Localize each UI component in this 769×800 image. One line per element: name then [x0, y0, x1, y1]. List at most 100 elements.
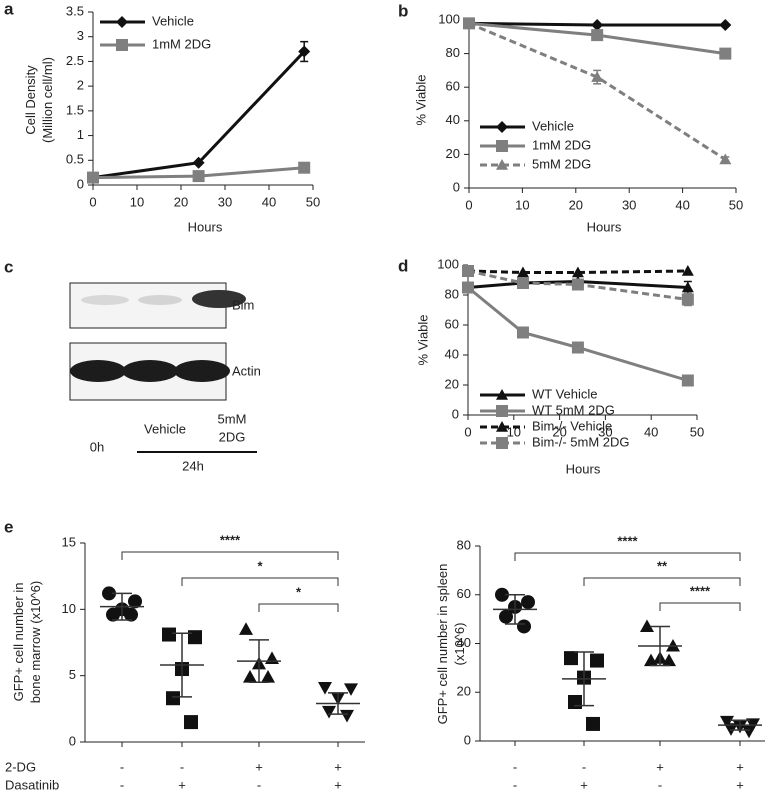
condition-sign: + [255, 759, 263, 774]
condition-sign: - [257, 777, 261, 792]
x-tick-label: 50 [690, 424, 704, 439]
marker [591, 29, 604, 42]
marker [166, 691, 180, 706]
marker [640, 619, 654, 633]
y-tick-label: 1.5 [66, 102, 84, 117]
band [81, 295, 129, 305]
condition-sign: - [513, 759, 517, 774]
marker [516, 326, 529, 339]
blot-box [69, 282, 227, 329]
x-tick-label: 20 [174, 194, 188, 209]
band [122, 360, 178, 382]
condition-sign: + [334, 759, 342, 774]
x-tick-label: 50 [729, 197, 743, 212]
significance-label: * [257, 558, 263, 573]
y-tick-label: 2 [77, 78, 84, 93]
condition-sign: + [736, 777, 744, 792]
marker [340, 709, 354, 723]
y-tick-label: 80 [446, 45, 460, 60]
y-axis-label: % Viable [413, 74, 428, 125]
legend-label: WT 5mM 2DG [532, 402, 615, 417]
x-axis-label: Hours [566, 461, 601, 476]
marker [261, 669, 275, 683]
legend-label: 1mM 2DG [152, 36, 211, 51]
y-tick-label: 3 [77, 28, 84, 43]
marker [344, 683, 358, 696]
marker [102, 586, 116, 601]
x-tick-label: 0 [89, 194, 96, 209]
significance-bracket [583, 577, 741, 586]
condition-sign: + [736, 759, 744, 774]
marker [719, 153, 732, 165]
y-tick-label: 20 [457, 684, 471, 699]
marker [188, 630, 202, 645]
marker [496, 437, 508, 449]
marker [571, 341, 584, 354]
marker [106, 607, 120, 622]
x-tick-label: 10 [130, 194, 144, 209]
lane-label: 2DG [219, 429, 246, 444]
marker [516, 266, 529, 278]
x-tick-label: 20 [552, 424, 566, 439]
x-tick-label: 50 [306, 194, 320, 209]
marker [586, 716, 600, 731]
legend-label: WT Vehicle [532, 386, 598, 401]
x-tick-label: 30 [218, 194, 232, 209]
significance-bracket [659, 602, 741, 611]
marker [681, 293, 694, 306]
marker [571, 278, 584, 291]
x-tick-label: 0 [464, 424, 471, 439]
legend-label: Vehicle [152, 13, 194, 28]
y-axis-label: Cell Density [23, 65, 38, 135]
marker [298, 161, 311, 174]
sd-bar [249, 639, 269, 684]
y-tick-label: 40 [457, 635, 471, 650]
y-tick-label: 1 [77, 127, 84, 142]
y-tick-label: 0 [464, 732, 471, 747]
y-tick-label: 80 [445, 286, 459, 301]
condition-sign: - [513, 777, 517, 792]
panel-label: e [4, 517, 13, 536]
x-tick-label: 40 [675, 197, 689, 212]
marker [162, 627, 176, 642]
marker [496, 159, 508, 170]
marker [681, 374, 694, 387]
marker [496, 421, 508, 432]
x-tick-label: 40 [262, 194, 276, 209]
marker [184, 715, 198, 730]
marker [298, 45, 311, 58]
significance-label: **** [220, 532, 241, 547]
x-axis-label: Hours [587, 219, 622, 234]
panel-label: b [398, 1, 408, 20]
significance-bracket [258, 603, 339, 612]
sd-bar [650, 625, 670, 667]
significance-bracket [514, 552, 741, 561]
marker [87, 171, 99, 184]
condition-sign: + [334, 777, 342, 792]
marker [128, 594, 142, 609]
y-tick-label: 0.5 [66, 152, 84, 167]
marker [681, 265, 694, 276]
blot-panel: c Bim Actin 0h Vehicle 5mM 2DG 24h [4, 257, 261, 473]
panel-label: a [4, 0, 14, 18]
legend-label: Bim-/- 5mM 2DG [532, 434, 630, 449]
band-label: Bim [232, 297, 254, 312]
marker [591, 71, 604, 82]
marker [322, 705, 336, 719]
marker [463, 17, 475, 29]
marker [496, 121, 508, 133]
marker [719, 47, 732, 60]
y-tick-label: 100 [437, 256, 459, 271]
y-axis-label: GFP+ cell number in spleen [435, 564, 450, 725]
condition-sign: + [580, 777, 588, 792]
significance-bracket [121, 551, 339, 560]
y-axis-label: GFP+ cell number in [11, 583, 26, 702]
x-tick-label: 0 [465, 197, 472, 212]
y-tick-label: 0 [69, 733, 76, 748]
y-tick-label: 5 [69, 667, 76, 682]
panel-label: d [398, 256, 408, 275]
marker [496, 405, 508, 417]
series-line [468, 21, 727, 161]
marker [116, 39, 128, 51]
significance-label: **** [690, 583, 711, 598]
